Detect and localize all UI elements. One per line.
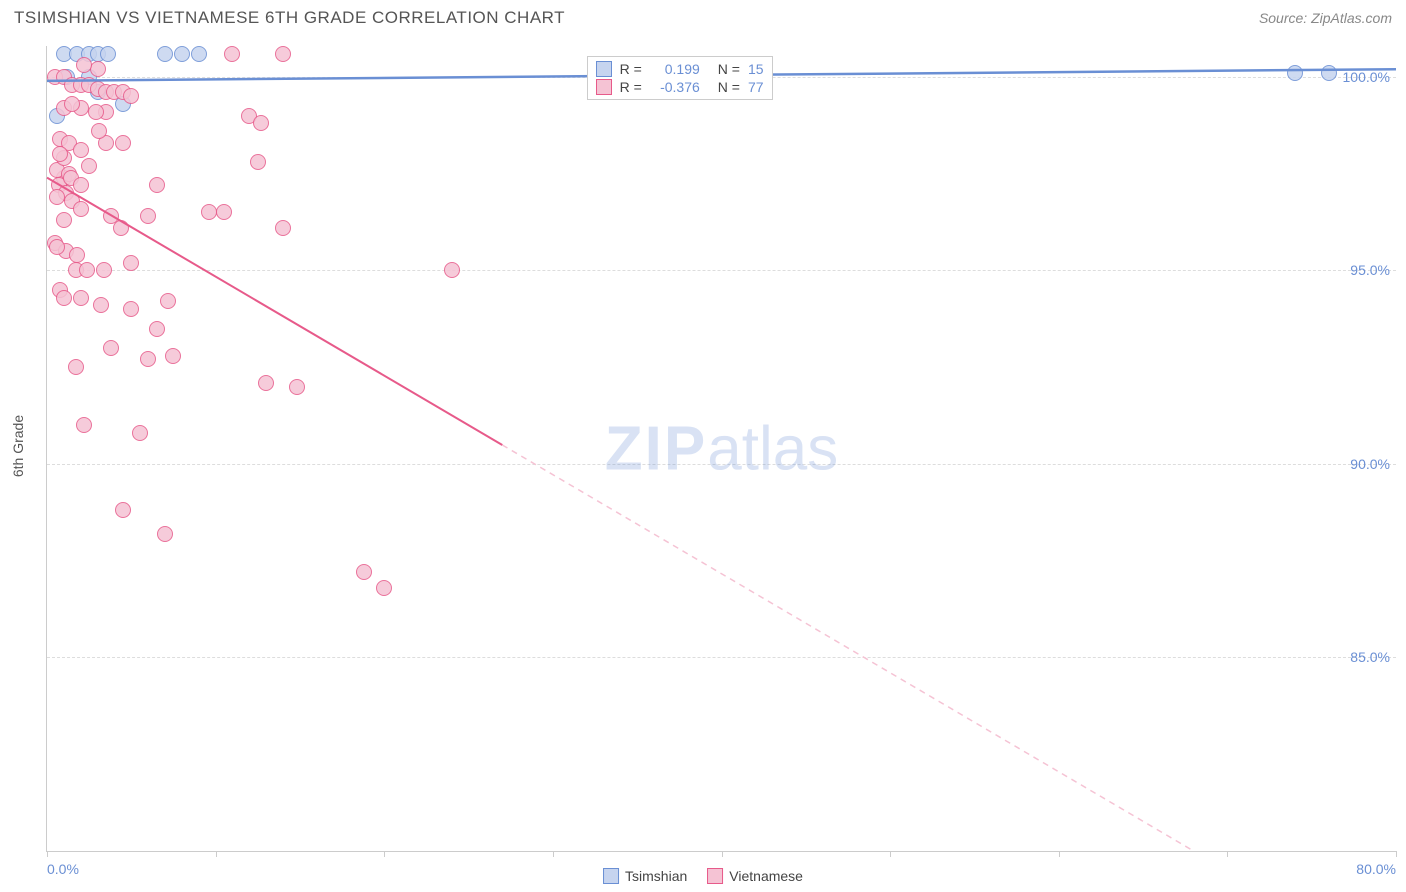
legend-item: Tsimshian xyxy=(603,868,687,884)
legend-r-label: R = xyxy=(620,61,642,77)
x-tick xyxy=(1059,851,1060,857)
x-tick-label: 0.0% xyxy=(47,861,79,877)
legend-item: Vietnamese xyxy=(707,868,803,884)
legend-n-label: N = xyxy=(718,61,740,77)
x-tick xyxy=(553,851,554,857)
legend-swatch xyxy=(707,868,723,884)
x-tick xyxy=(890,851,891,857)
chart-header: TSIMSHIAN VS VIETNAMESE 6TH GRADE CORREL… xyxy=(0,0,1406,34)
legend-series-name: Tsimshian xyxy=(625,868,687,884)
legend-r-value: 0.199 xyxy=(650,61,700,77)
legend-swatch xyxy=(596,79,612,95)
legend-n-value: 77 xyxy=(748,79,764,95)
legend-n-value: 15 xyxy=(748,61,764,77)
x-tick xyxy=(722,851,723,857)
legend-swatch xyxy=(603,868,619,884)
chart-plot-area: ZIPatlas R =0.199N =15R =-0.376N =77 85.… xyxy=(46,46,1396,852)
trend-lines-layer xyxy=(47,46,1396,851)
legend-row: R = 0.199 N = 15 xyxy=(596,61,764,77)
x-tick xyxy=(47,851,48,857)
legend-n-label: N = xyxy=(718,79,740,95)
trend-line-dashed xyxy=(502,445,1193,851)
x-tick xyxy=(384,851,385,857)
x-tick xyxy=(216,851,217,857)
x-tick-label: 80.0% xyxy=(1356,861,1396,877)
y-axis-title: 6th Grade xyxy=(10,415,26,477)
trend-line-solid xyxy=(47,178,502,445)
series-legend: Tsimshian Vietnamese xyxy=(603,868,803,884)
x-tick xyxy=(1227,851,1228,857)
legend-r-label: R = xyxy=(620,79,642,95)
legend-r-value: -0.376 xyxy=(650,79,700,95)
correlation-legend: R = 0.199 N = 15 R = -0.376 N = 77 xyxy=(587,56,773,100)
chart-title: TSIMSHIAN VS VIETNAMESE 6TH GRADE CORREL… xyxy=(14,8,565,28)
legend-series-name: Vietnamese xyxy=(729,868,803,884)
chart-source: Source: ZipAtlas.com xyxy=(1259,10,1392,26)
x-tick xyxy=(1396,851,1397,857)
legend-row: R = -0.376 N = 77 xyxy=(596,79,764,95)
legend-swatch xyxy=(596,61,612,77)
